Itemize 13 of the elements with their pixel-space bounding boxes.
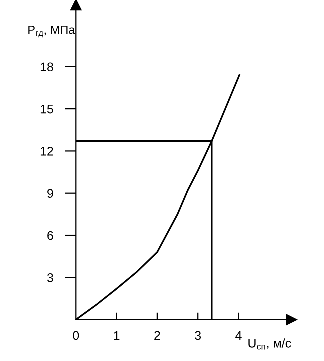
x-tick-label: 3: [195, 331, 202, 340]
x-tick-label: 1: [114, 331, 120, 340]
x-axis-title: U$_{сп}$, м/с: [248, 338, 292, 350]
y-tick-label: 3: [47, 273, 54, 282]
y-tick-label: 12: [40, 147, 54, 156]
y-tick-label: 18: [40, 62, 54, 72]
y-tick-label: 6: [48, 231, 54, 240]
x-tick-label: 4: [236, 331, 242, 340]
y-tick-label: 9: [48, 189, 54, 198]
y-axis-title: P$_{гд}$, МПа: [28, 26, 76, 38]
x-tick-label: 0: [73, 331, 80, 340]
x-tick-label: 2: [154, 331, 160, 340]
y-tick-label: 15: [40, 104, 54, 114]
